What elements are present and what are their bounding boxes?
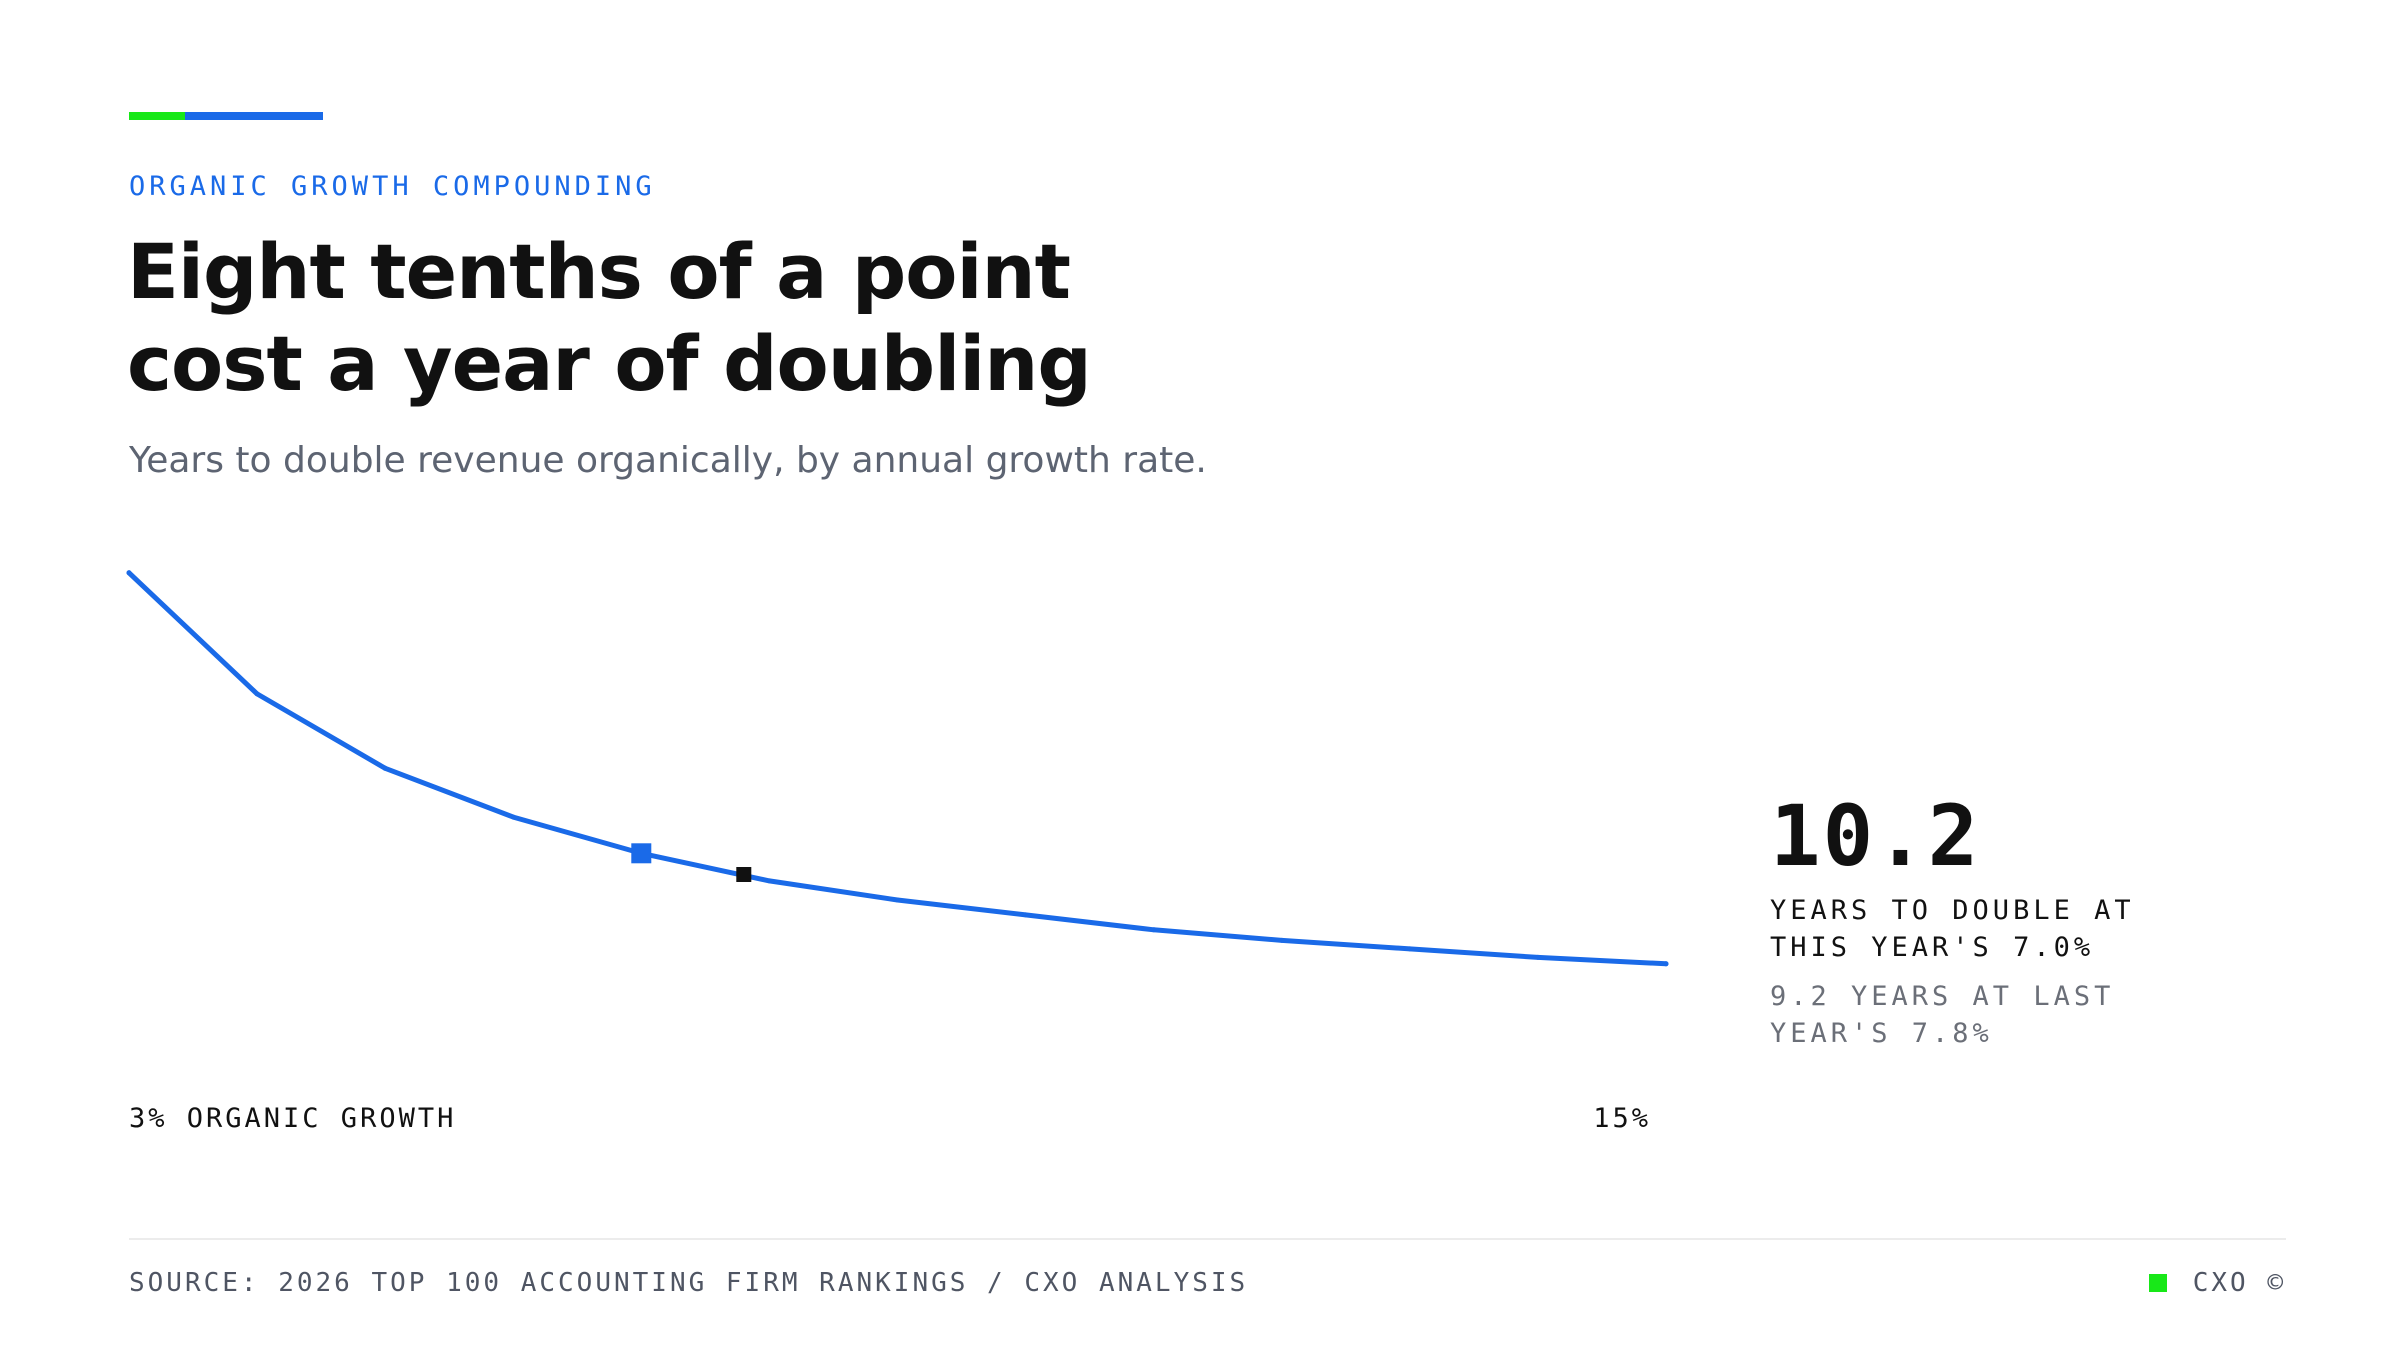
brand-label: CXO © — [2192, 1268, 2286, 1298]
kpi-callout: 10.2 YEARS TO DOUBLE AT THIS YEAR'S 7.0%… — [1770, 790, 2190, 1052]
data-point — [1663, 961, 1669, 967]
data-point — [1151, 927, 1157, 933]
data-point — [895, 897, 900, 903]
footer-divider — [129, 1238, 2286, 1240]
chart-subtitle: Years to double revenue organically, by … — [129, 440, 1207, 481]
data-point — [382, 765, 388, 771]
data-point — [1407, 946, 1413, 952]
accent-bar — [129, 112, 323, 120]
data-point — [1023, 912, 1029, 918]
page-title-line-1: Eight tenths of a point — [127, 227, 1071, 316]
brand-square-icon — [2148, 1274, 2167, 1292]
data-point — [766, 878, 772, 884]
source-note: SOURCE: 2026 TOP 100 ACCOUNTING FIRM RAN… — [129, 1268, 1249, 1298]
eyebrow-label: ORGANIC GROWTH COMPOUNDING — [129, 171, 656, 202]
accent-bar-green — [129, 112, 185, 120]
series-line-0 — [126, 570, 1669, 967]
data-point — [254, 691, 260, 697]
page-title: Eight tenths of a point cost a year of d… — [127, 226, 1327, 410]
marker-last-year — [736, 867, 752, 882]
kpi-comparison: 9.2 YEARS AT LAST YEAR'S 7.8% — [1770, 981, 2115, 1049]
x-axis-label-max: 15% — [1593, 1103, 1651, 1134]
brand-mark: CXO © — [2148, 1268, 2286, 1298]
page-title-line-2: cost a year of doubling — [127, 319, 1092, 408]
accent-bar-blue — [185, 112, 323, 120]
data-point — [1279, 937, 1285, 943]
data-point — [126, 570, 132, 576]
kpi-value: 10.2 — [1770, 787, 1981, 885]
x-axis-label-min: 3% ORGANIC GROWTH — [129, 1103, 457, 1134]
kpi-label: YEARS TO DOUBLE AT THIS YEAR'S 7.0% — [1770, 895, 2135, 963]
data-point — [510, 814, 516, 820]
data-point — [1535, 954, 1541, 960]
marker-this-year — [631, 843, 652, 864]
